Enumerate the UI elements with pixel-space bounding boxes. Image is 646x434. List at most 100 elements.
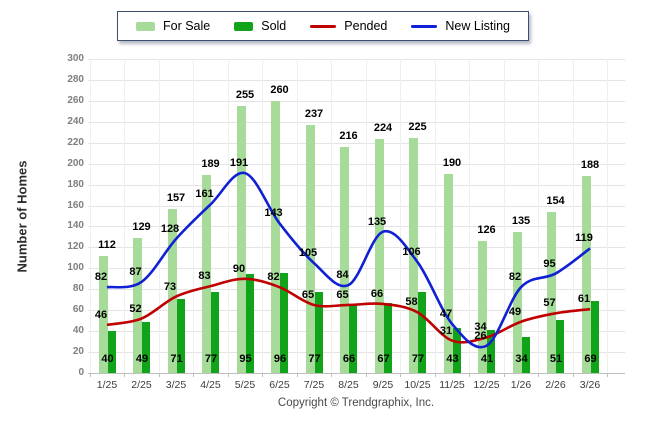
x-tick-label: 4/25 — [200, 379, 221, 391]
x-tick-label: 5/25 — [234, 379, 256, 391]
gridline-v — [124, 59, 126, 373]
gridline-h — [88, 79, 625, 81]
x-axis-tick — [503, 373, 505, 377]
chart-legend: For Sale Sold Pended New Listing — [116, 11, 530, 41]
x-axis-tick — [469, 373, 471, 377]
gridline-v — [572, 59, 574, 373]
x-axis-tick — [227, 373, 229, 377]
label-new-listing: 82 — [94, 271, 108, 284]
label-for-sale: 126 — [477, 224, 496, 237]
label-sold: 95 — [239, 353, 252, 365]
gridline-h — [88, 184, 625, 186]
label-sold: 51 — [549, 353, 563, 365]
label-for-sale: 216 — [339, 129, 358, 142]
label-sold: 34 — [515, 353, 528, 365]
label-new-listing: 95 — [543, 257, 556, 270]
label-for-sale: 135 — [511, 214, 531, 227]
legend-label-for-sale: For Sale — [162, 19, 211, 33]
y-tick-label: 180 — [67, 178, 84, 190]
bar-for-sale — [340, 146, 349, 373]
gridline-v — [296, 59, 298, 373]
bar-for-sale — [443, 174, 453, 373]
label-pended: 65 — [336, 288, 349, 301]
x-tick-label: 10/25 — [404, 379, 431, 391]
label-for-sale: 129 — [132, 220, 151, 233]
legend-label-pended: Pended — [344, 19, 388, 33]
sold-swatch — [234, 21, 254, 31]
x-axis-tick — [296, 373, 298, 377]
gridline-v — [365, 59, 367, 373]
label-sold: 77 — [308, 353, 321, 365]
label-new-listing: 128 — [160, 223, 180, 236]
x-tick-label: 8/25 — [338, 379, 359, 391]
y-tick-label: 120 — [67, 241, 84, 253]
gridline-v — [538, 59, 540, 373]
label-for-sale: 260 — [270, 83, 289, 96]
label-sold: 71 — [170, 353, 183, 365]
y-tick-label: 260 — [67, 94, 84, 106]
bar-sold — [452, 327, 461, 373]
label-pended: 66 — [370, 287, 384, 300]
gridline-h — [88, 142, 625, 144]
label-pended: 65 — [301, 288, 315, 301]
x-tick-label: 6/25 — [269, 379, 290, 391]
label-new-listing: 84 — [336, 269, 349, 282]
y-tick-label: 220 — [67, 136, 84, 148]
x-axis-tick — [400, 373, 402, 377]
label-for-sale: 157 — [166, 191, 186, 204]
copyright-text: Copyright © Trendgraphix, Inc. — [277, 397, 435, 409]
label-for-sale: 225 — [408, 120, 427, 133]
gridline-v — [262, 59, 264, 373]
x-axis-tick — [607, 373, 609, 377]
gridline-v — [400, 59, 402, 373]
label-pended: 58 — [405, 296, 418, 309]
x-axis-tick — [365, 373, 367, 377]
legend-item-pended: Pended — [310, 19, 387, 33]
label-pended: 82 — [267, 271, 280, 284]
bar-for-sale — [98, 255, 108, 373]
pended-line-swatch — [310, 24, 337, 28]
x-tick-label: 3/25 — [165, 379, 187, 391]
label-new-listing: 119 — [575, 232, 593, 245]
x-tick-label: 1/26 — [510, 379, 532, 391]
label-sold: 49 — [135, 353, 149, 365]
x-axis-tick — [124, 373, 126, 377]
y-tick-label: 160 — [67, 199, 84, 211]
x-tick-label: 2/25 — [131, 379, 152, 391]
y-tick-label: 60 — [72, 304, 84, 316]
label-for-sale: 190 — [442, 157, 462, 170]
x-axis-tick — [262, 373, 264, 377]
x-tick-label: 11/25 — [439, 379, 465, 391]
y-tick-label: 240 — [67, 115, 84, 127]
x-tick-label: 1/25 — [96, 379, 118, 391]
for-sale-swatch — [135, 21, 155, 31]
label-for-sale: 224 — [373, 121, 393, 134]
legend-label-new-listing: New Listing — [445, 19, 511, 33]
label-new-listing: 161 — [195, 188, 214, 201]
gridline-v — [469, 59, 471, 373]
label-sold: 43 — [446, 353, 459, 365]
bar-sold — [107, 331, 116, 373]
gridline-v — [227, 59, 229, 373]
x-axis-line — [88, 373, 625, 374]
bar-for-sale — [547, 211, 556, 373]
label-pended: 31 — [439, 324, 453, 337]
bar-for-sale — [374, 138, 384, 373]
x-axis-tick — [538, 373, 540, 377]
x-tick-label: 3/26 — [579, 379, 601, 391]
y-tick-label: 80 — [72, 283, 84, 295]
x-tick-label: 2/26 — [545, 379, 566, 391]
x-axis-tick — [158, 373, 160, 377]
bar-for-sale — [581, 176, 591, 373]
x-tick-label: 12/25 — [473, 379, 500, 391]
label-for-sale: 189 — [201, 158, 220, 171]
label-new-listing: 87 — [129, 265, 142, 278]
gridline-v — [158, 59, 160, 373]
legend-item-new-listing: New Listing — [411, 19, 510, 33]
gridline-h — [88, 163, 625, 165]
label-new-listing: 82 — [508, 271, 522, 284]
label-sold: 69 — [584, 353, 597, 365]
y-tick-label: 100 — [67, 262, 84, 274]
label-new-listing: 26 — [474, 329, 487, 342]
